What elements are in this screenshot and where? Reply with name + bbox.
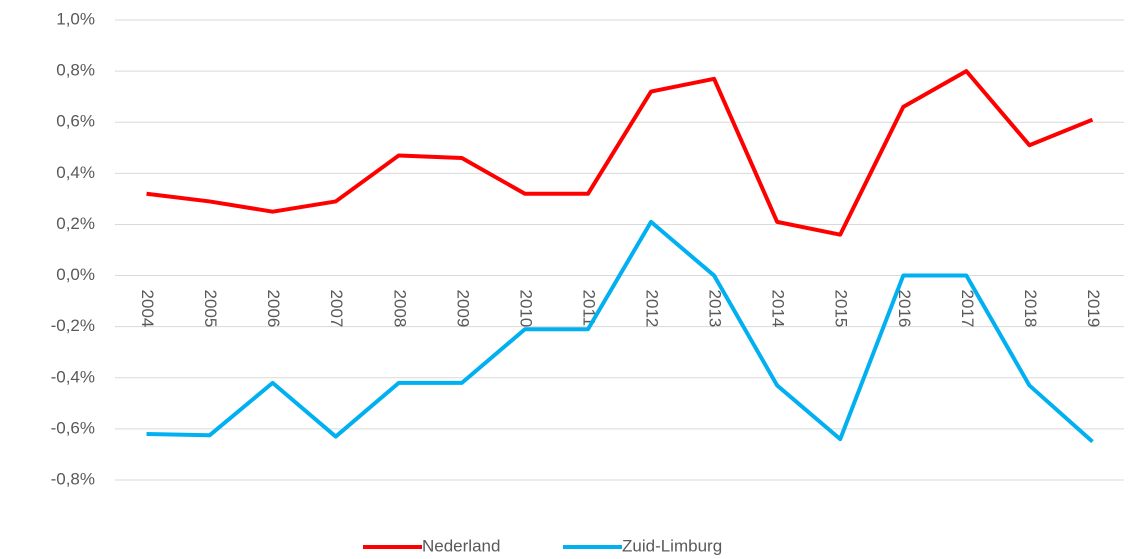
y-tick-label: 0,8%: [56, 61, 95, 80]
x-tick-label: 2013: [706, 290, 725, 328]
series-line: [146, 219, 1094, 444]
legend-label: Nederland: [422, 536, 500, 555]
x-tick-label: 2004: [138, 290, 157, 328]
x-tick-label: 2016: [895, 290, 914, 328]
x-tick-label: 2010: [516, 290, 535, 328]
y-tick-label: 0,0%: [56, 265, 95, 284]
x-tick-label: 2008: [390, 290, 409, 328]
y-tick-label: -0,6%: [51, 418, 95, 437]
x-tick-label: 2014: [769, 290, 788, 328]
legend-label: Zuid-Limburg: [622, 536, 722, 555]
y-tick-label: -0,8%: [51, 469, 95, 488]
y-tick-label: 0,2%: [56, 214, 95, 233]
y-tick-label: -0,4%: [51, 367, 95, 386]
series-line: [146, 69, 1094, 237]
x-tick-label: 2007: [327, 290, 346, 328]
x-tick-label: 2005: [201, 290, 220, 328]
y-tick-label: 0,4%: [56, 163, 95, 182]
y-tick-label: 1,0%: [56, 9, 95, 28]
x-tick-label: 2019: [1084, 290, 1103, 328]
x-tick-label: 2018: [1021, 290, 1040, 328]
y-tick-label: -0,2%: [51, 316, 95, 335]
x-tick-label: 2012: [643, 290, 662, 328]
x-tick-label: 2017: [958, 290, 977, 328]
y-tick-label: 0,6%: [56, 112, 95, 131]
x-tick-label: 2006: [264, 290, 283, 328]
x-tick-label: 2009: [453, 290, 472, 328]
x-tick-label: 2015: [832, 290, 851, 328]
x-tick-label: 2011: [579, 290, 598, 327]
